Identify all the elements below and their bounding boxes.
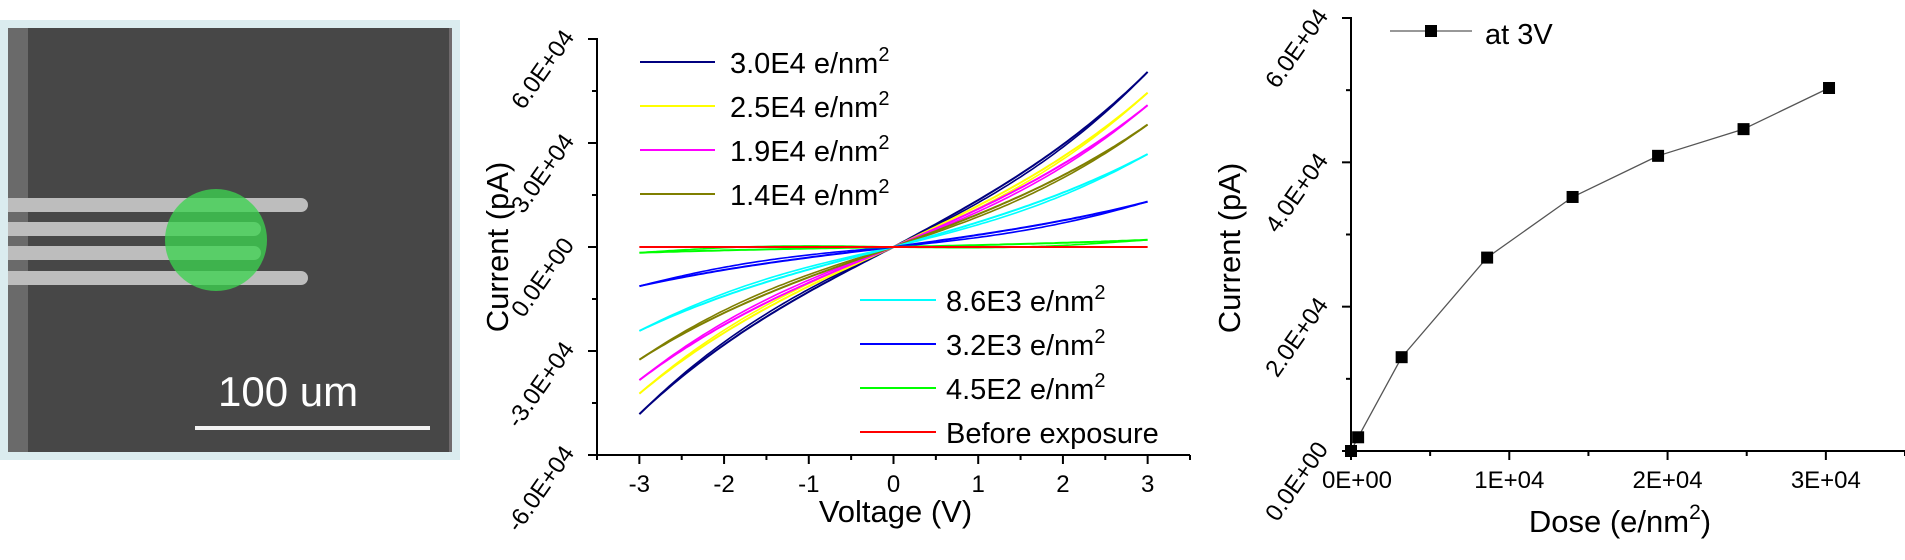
legend-label: at 3V xyxy=(1485,19,1553,51)
legend-label-text: 1.9E4 e/nm xyxy=(730,136,878,168)
legend-label-superscript: 2 xyxy=(1094,370,1105,392)
x-tick-label: 0E+00 xyxy=(1322,467,1392,494)
x-tick-label: -1 xyxy=(798,471,819,498)
legend-label: 3.2E3 e/nm2 xyxy=(946,326,1105,362)
legend-label-superscript: 2 xyxy=(878,132,889,154)
data-point-marker xyxy=(1737,123,1750,136)
legend-label-superscript: 2 xyxy=(1094,326,1105,348)
y-tick-label: 4.0E+04 xyxy=(1260,148,1334,237)
x-tick-label: 2E+04 xyxy=(1633,467,1703,494)
legend-label-superscript: 2 xyxy=(878,88,889,110)
y-tick-label: 2.0E+04 xyxy=(1260,293,1334,382)
x-axis-title-superscript: 2 xyxy=(1689,501,1701,524)
x-tick-label: 3E+04 xyxy=(1791,467,1861,494)
legend-label: Before exposure xyxy=(946,418,1159,450)
sem-micrograph-panel: 100 um xyxy=(0,20,460,460)
legend-label: 1.4E4 e/nm2 xyxy=(730,176,889,212)
x-axis-title: Voltage (V) xyxy=(819,494,972,529)
scale-bar xyxy=(195,426,430,430)
legend-label: 3.0E4 e/nm2 xyxy=(730,44,889,80)
x-tick-label: -3 xyxy=(629,471,650,498)
x-axis-title: Dose (e/nm2) xyxy=(1529,501,1711,539)
legend-label: 1.9E4 e/nm2 xyxy=(730,132,889,168)
legend-label-superscript: 2 xyxy=(878,176,889,198)
data-point-marker xyxy=(1481,251,1494,264)
data-point-marker xyxy=(1352,431,1365,444)
x-tick-label: 1E+04 xyxy=(1474,467,1544,494)
x-tick-label: 1 xyxy=(972,471,985,498)
legend-label-text: 8.6E3 e/nm xyxy=(946,286,1094,318)
dose-series-line xyxy=(1350,87,1830,452)
legend-label: 8.6E3 e/nm2 xyxy=(946,282,1105,318)
legend-label: 4.5E2 e/nm2 xyxy=(946,370,1105,406)
electron-beam-spot xyxy=(165,189,267,291)
x-tick-label: 2 xyxy=(1056,471,1069,498)
y-axis-title: Current (pA) xyxy=(1212,163,1247,334)
legend-label-superscript: 2 xyxy=(878,44,889,66)
legend-label-superscript: 2 xyxy=(1094,282,1105,304)
legend-label: 2.5E4 e/nm2 xyxy=(730,88,889,124)
legend-label-text: 4.5E2 e/nm xyxy=(946,374,1094,406)
legend-label-text: 3.2E3 e/nm xyxy=(946,330,1094,362)
legend-label-text: Before exposure xyxy=(946,418,1159,450)
scale-bar-label: 100 um xyxy=(218,368,359,415)
legend-label-text: 3.0E4 e/nm xyxy=(730,48,878,80)
legend-label-text: 1.4E4 e/nm xyxy=(730,180,878,212)
x-tick-label: 3 xyxy=(1141,471,1154,498)
data-point-marker xyxy=(1652,149,1665,162)
data-point-marker xyxy=(1566,190,1579,203)
image-edge xyxy=(449,28,452,452)
legend-label-text: 2.5E4 e/nm xyxy=(730,92,878,124)
x-axis-title-tail: ) xyxy=(1701,504,1711,539)
data-point-marker xyxy=(1345,445,1357,457)
x-tick-label: 0 xyxy=(887,471,900,498)
y-tick-label: 6.0E+04 xyxy=(1260,4,1334,93)
x-axis-title-text: Dose (e/nm xyxy=(1529,504,1689,539)
data-point-marker xyxy=(1395,351,1408,364)
y-axis-title: Current (pA) xyxy=(480,162,515,333)
contact-pad-strip xyxy=(8,28,28,452)
data-point-marker xyxy=(1823,82,1836,95)
sem-image: 100 um xyxy=(8,28,452,452)
x-tick-label: -2 xyxy=(713,471,734,498)
legend-marker xyxy=(1425,25,1437,37)
